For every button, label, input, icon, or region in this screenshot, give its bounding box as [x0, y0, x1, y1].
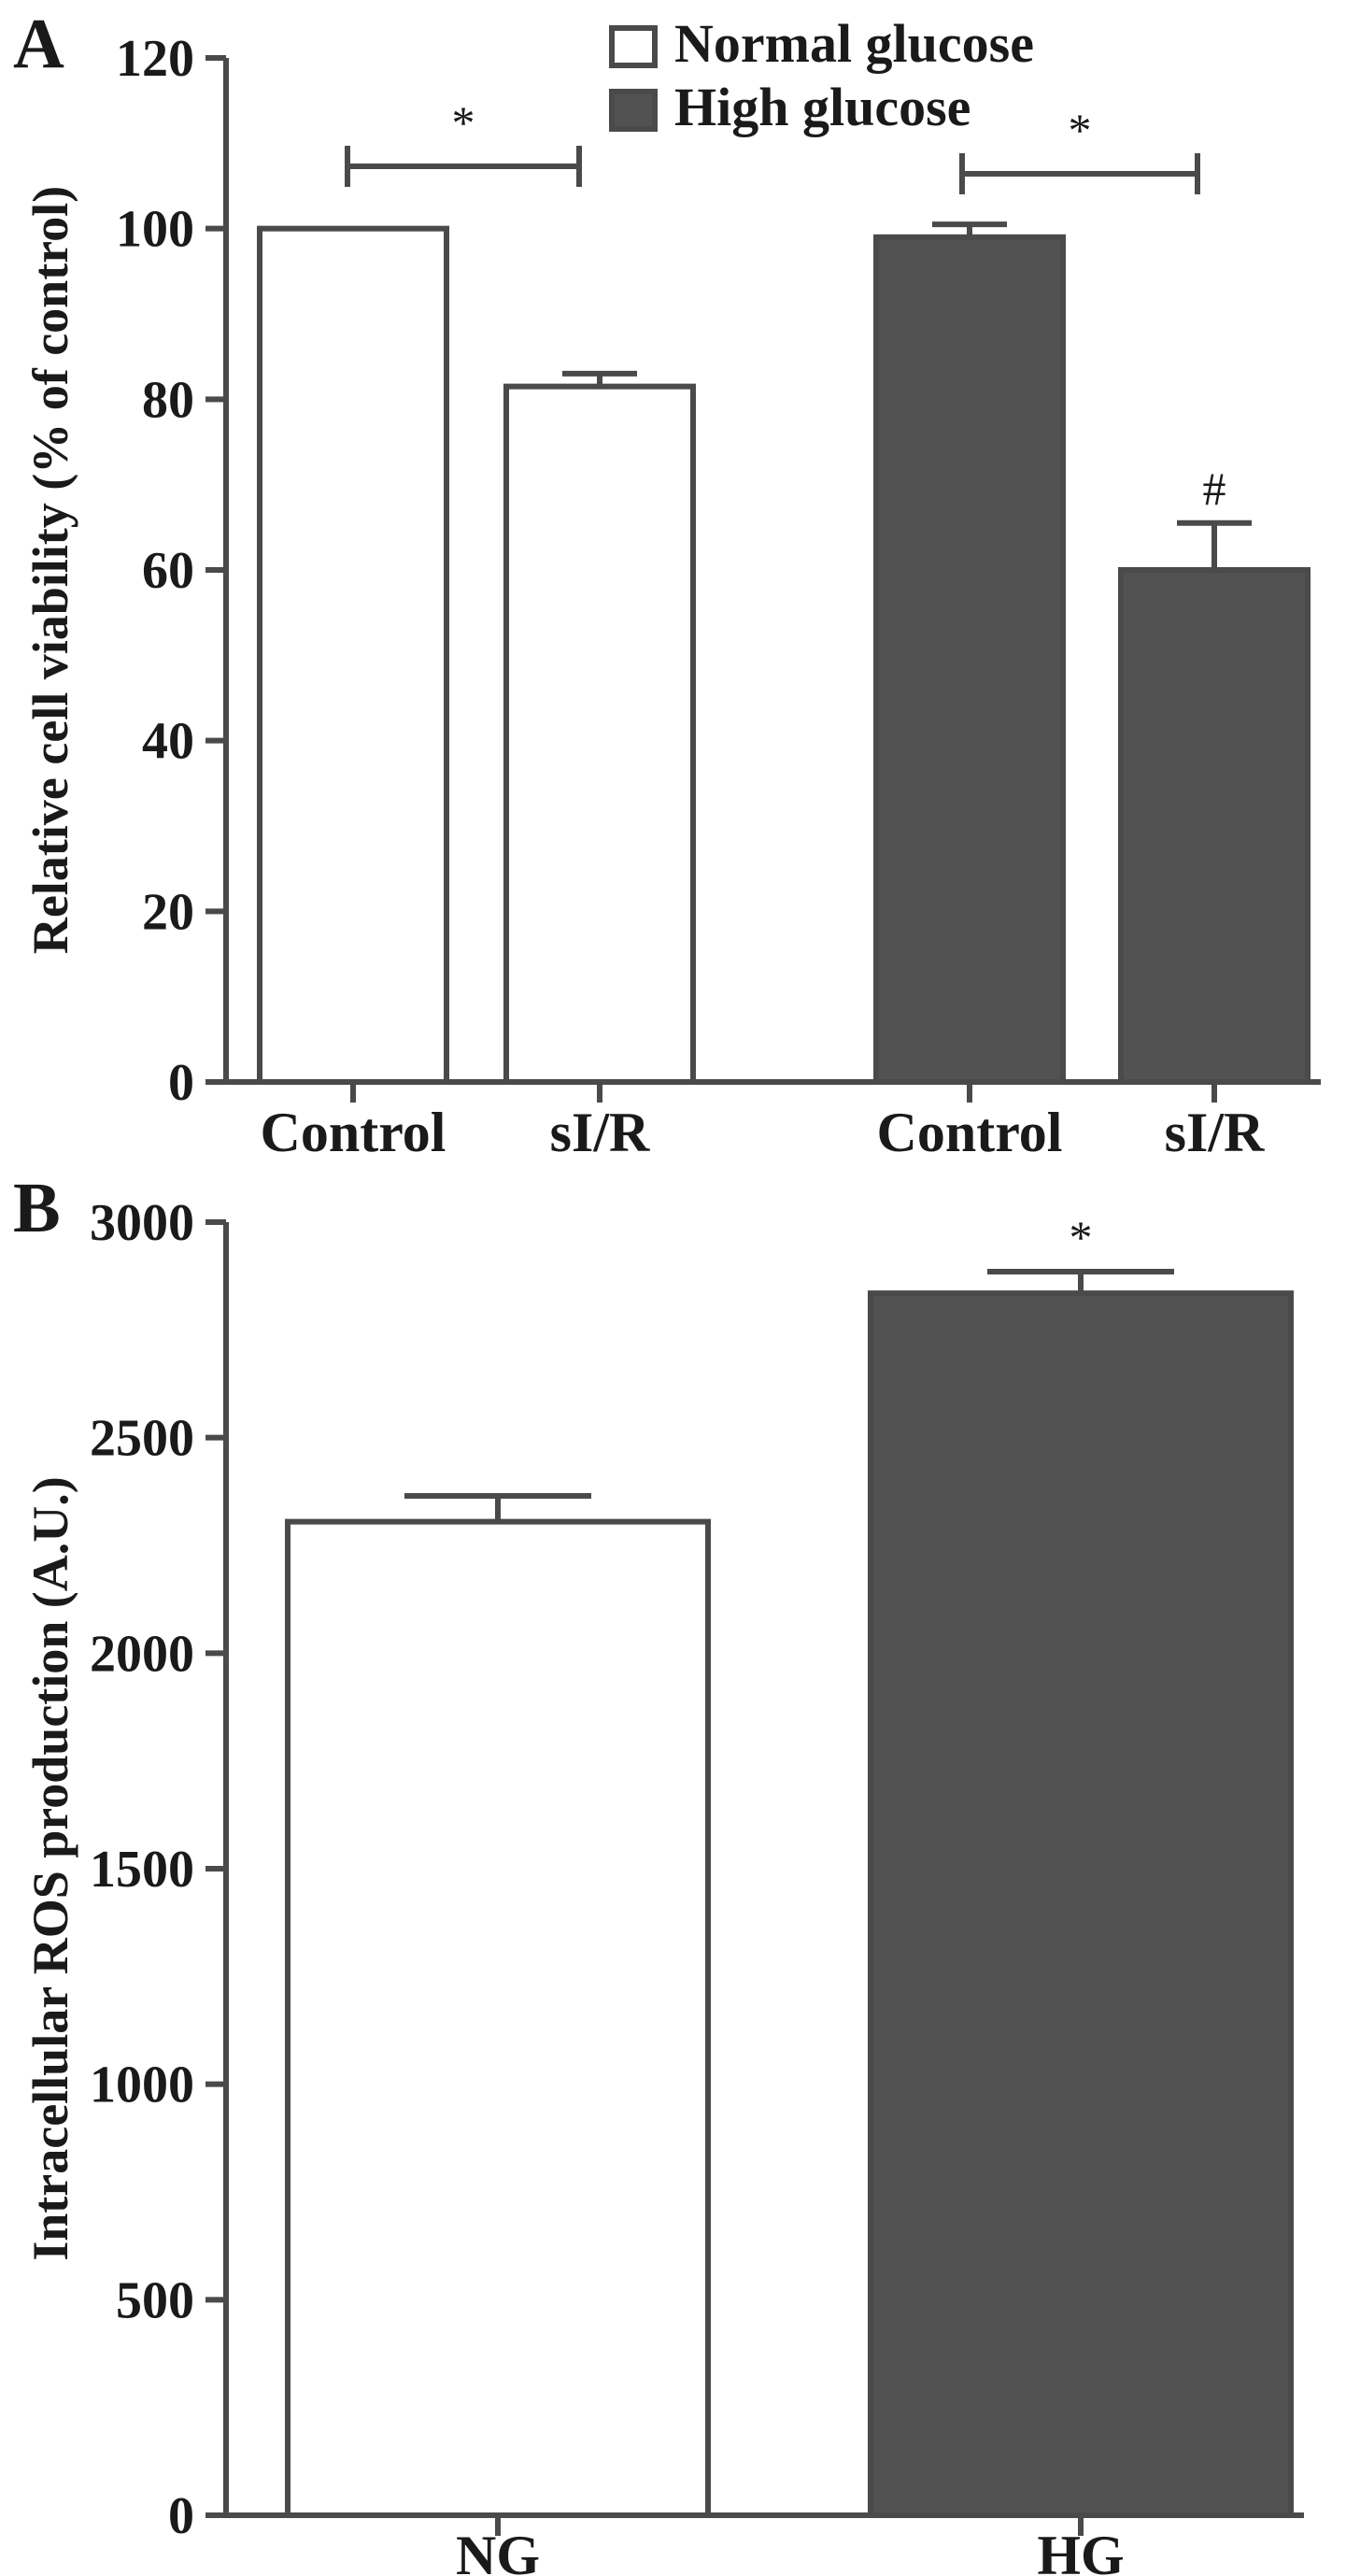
- bar-normal-glucose-ng: [285, 1518, 711, 2518]
- legend-label-normal-glucose: Normal glucose: [674, 13, 1034, 74]
- legend-label-high-glucose: High glucose: [674, 77, 971, 137]
- y-tick-label: 2500: [90, 1410, 194, 1468]
- panel-a-category-labels: Control sI/R Control sI/R: [261, 1102, 1265, 1163]
- category-label: Control: [877, 1102, 1063, 1163]
- legend-swatch-high-glucose: [609, 89, 658, 132]
- category-label: sI/R: [1165, 1102, 1265, 1163]
- bar-high-glucose-control: [873, 234, 1066, 1086]
- category-label: NG: [456, 2525, 540, 2576]
- y-tick-label: 100: [116, 201, 194, 259]
- y-tick-label: 1500: [90, 1841, 194, 1899]
- y-tick-label: 0: [168, 2487, 194, 2545]
- bar-annotation: *: [1070, 1211, 1093, 1263]
- bar-normal-glucose-control: [257, 225, 449, 1085]
- y-tick-label: 1000: [90, 2057, 194, 2114]
- y-tick-label: 60: [142, 542, 194, 600]
- panel-a-y-axis: 0 20 40 60 80 100 120: [116, 30, 1321, 1112]
- significance-star: *: [452, 96, 475, 149]
- panel-b-letter: B: [13, 1169, 61, 1247]
- y-tick-label: 20: [142, 883, 194, 941]
- significance-star: *: [1069, 104, 1092, 156]
- y-tick-label: 500: [116, 2271, 194, 2329]
- y-tick-label: 2000: [90, 1625, 194, 1683]
- bar-annotation: #: [1203, 463, 1226, 515]
- y-tick-label: 0: [168, 1054, 194, 1112]
- bar-high-glucose-hg: [868, 1290, 1294, 2518]
- panel-b-bars: *: [285, 1211, 1294, 2518]
- panel-a-bars: # * *: [257, 96, 1311, 1086]
- panel-b-chart: B 0 500 1000 1500 2000 2500 3000 * NG HG Intrac…: [13, 1169, 1304, 2576]
- bar-high-glucose-si-r: [1118, 567, 1311, 1085]
- y-tick-label: 80: [142, 371, 194, 429]
- category-label: sI/R: [550, 1102, 650, 1163]
- y-tick-label: 40: [142, 713, 194, 771]
- legend-swatch-normal-glucose: [609, 25, 658, 68]
- panel-a-letter: A: [13, 5, 64, 83]
- panel-a-y-axis-label: Relative cell viability (% of control): [22, 186, 78, 954]
- bar-normal-glucose-si-r: [503, 383, 696, 1085]
- category-label: HG: [1037, 2525, 1124, 2576]
- panel-b-y-axis-label: Intracellular ROS production (A.U.): [22, 1476, 78, 2261]
- category-label: Control: [261, 1102, 446, 1163]
- y-tick-label: 120: [116, 30, 194, 88]
- y-tick-label: 3000: [90, 1194, 194, 1252]
- legend: Normal glucose High glucose: [609, 13, 1034, 137]
- panel-b-category-labels: NG HG: [456, 2525, 1125, 2576]
